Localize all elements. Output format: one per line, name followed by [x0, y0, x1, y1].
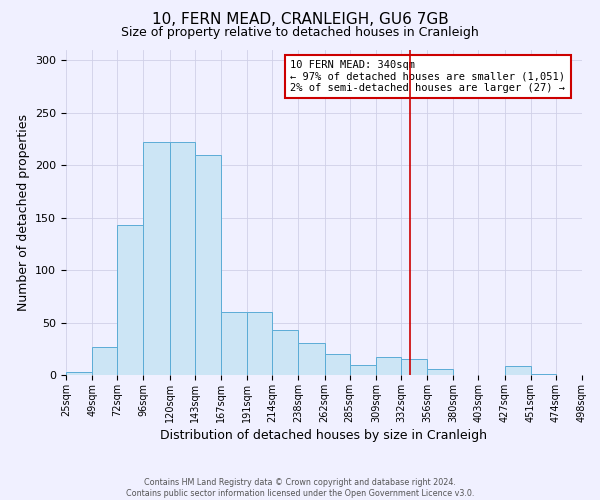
- Bar: [401, 360, 427, 375]
- Text: Size of property relative to detached houses in Cranleigh: Size of property relative to detached ho…: [121, 26, 479, 39]
- Bar: [195, 155, 221, 375]
- Y-axis label: Number of detached properties: Number of detached properties: [17, 114, 29, 311]
- Bar: [92, 346, 117, 375]
- Bar: [221, 312, 247, 375]
- Bar: [427, 368, 453, 375]
- Bar: [298, 342, 325, 375]
- Text: 10, FERN MEAD, CRANLEIGH, GU6 7GB: 10, FERN MEAD, CRANLEIGH, GU6 7GB: [152, 12, 448, 28]
- Bar: [143, 142, 170, 375]
- Bar: [505, 366, 531, 375]
- Bar: [350, 364, 376, 375]
- Text: 10 FERN MEAD: 340sqm
← 97% of detached houses are smaller (1,051)
2% of semi-det: 10 FERN MEAD: 340sqm ← 97% of detached h…: [290, 60, 565, 93]
- Bar: [247, 312, 272, 375]
- Bar: [170, 142, 195, 375]
- Bar: [272, 330, 298, 375]
- Bar: [325, 354, 350, 375]
- Bar: [376, 357, 401, 375]
- Bar: [66, 372, 92, 375]
- Text: Contains HM Land Registry data © Crown copyright and database right 2024.
Contai: Contains HM Land Registry data © Crown c…: [126, 478, 474, 498]
- Bar: [117, 225, 143, 375]
- X-axis label: Distribution of detached houses by size in Cranleigh: Distribution of detached houses by size …: [161, 429, 487, 442]
- Bar: [531, 374, 556, 375]
